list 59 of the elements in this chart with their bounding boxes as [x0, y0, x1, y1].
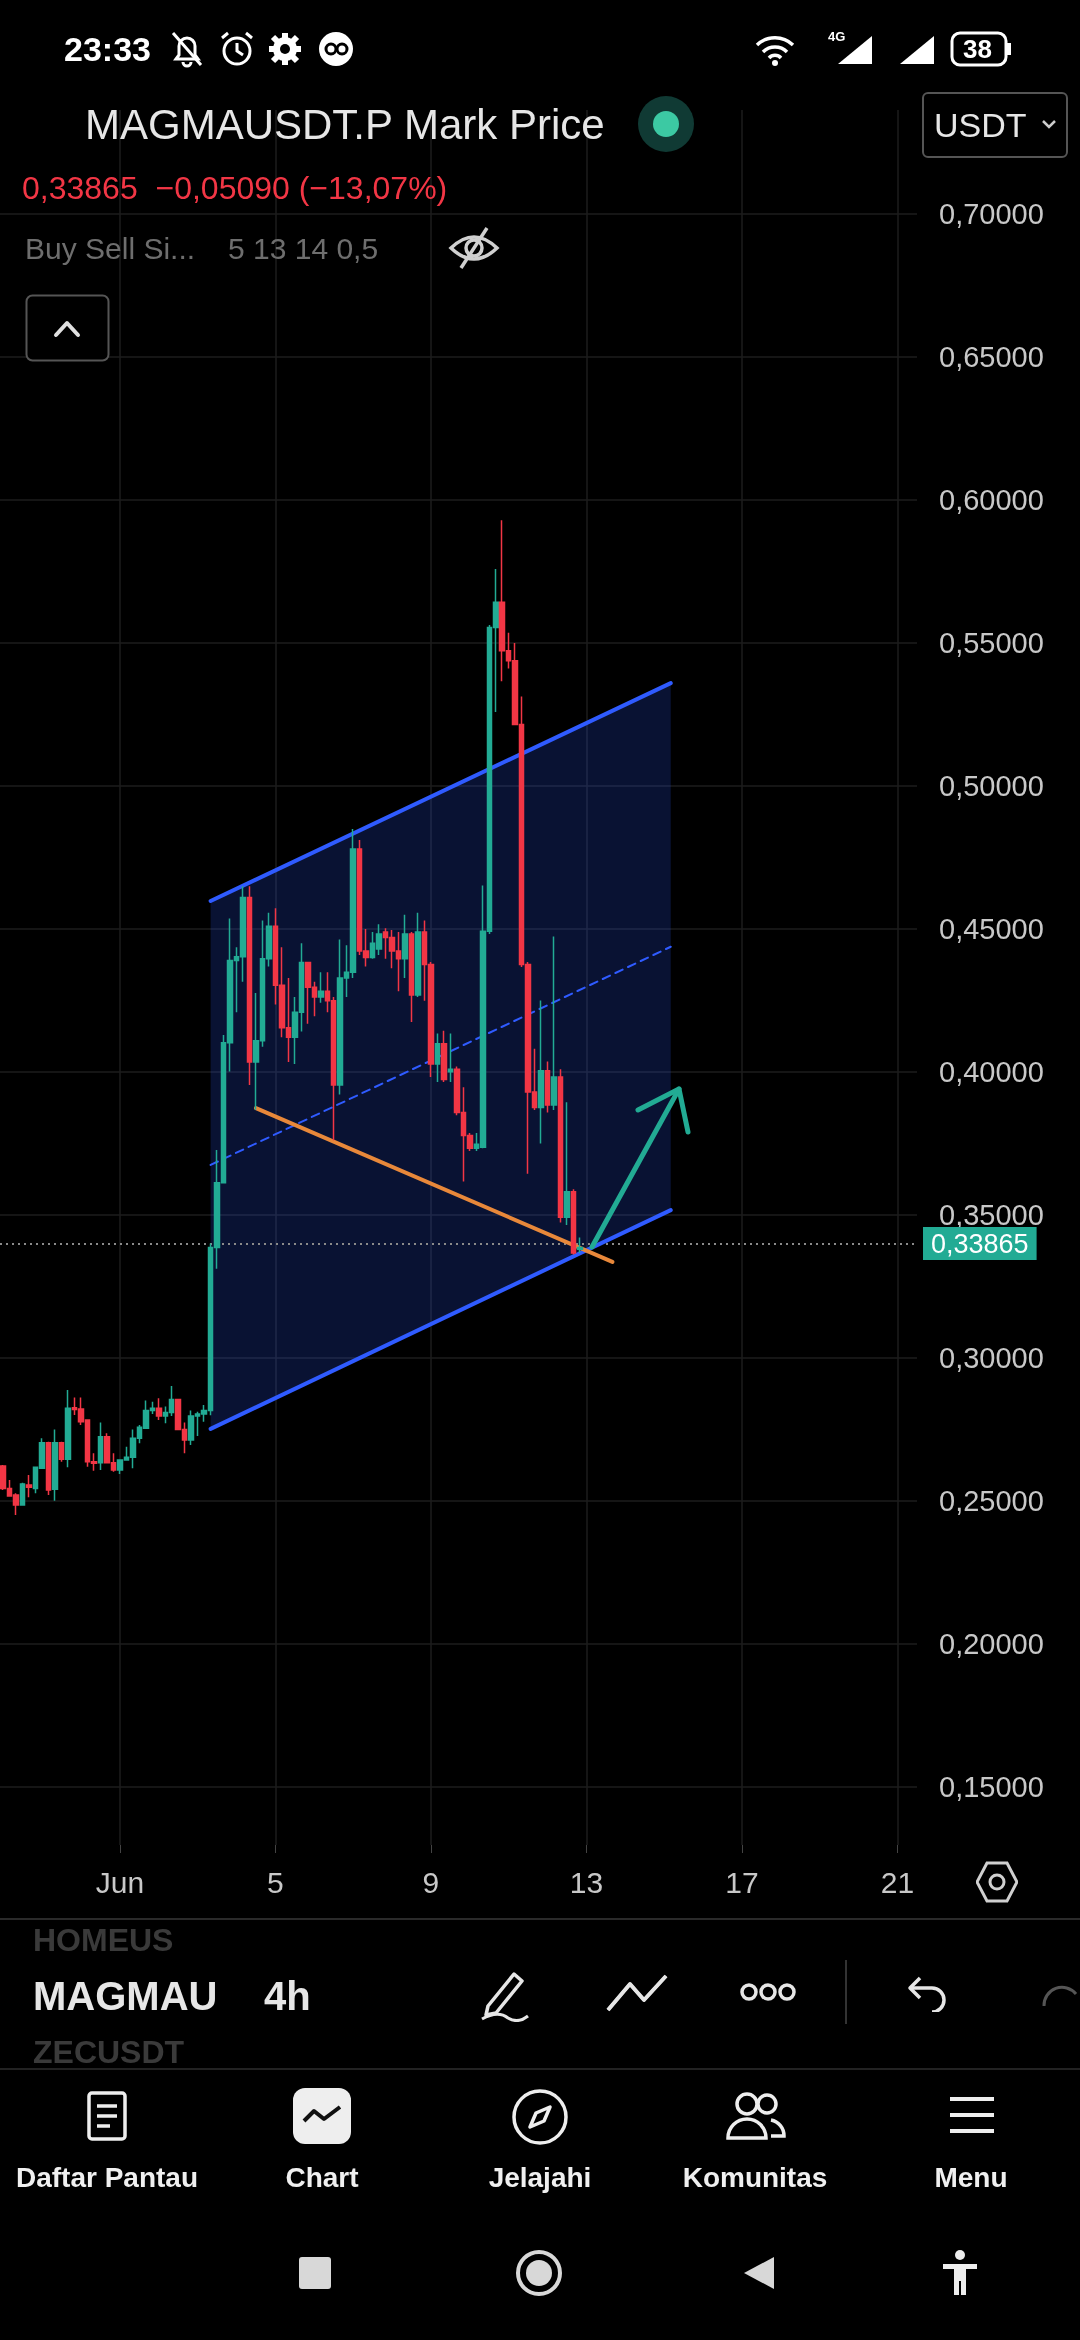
text: Komunitas [681, 2162, 829, 2193]
candlestick [563, 1101, 571, 1226]
text: 0,33865 −0,05090 (−13,07%) [22, 170, 448, 206]
candlestick [64, 1389, 72, 1468]
candlestick [317, 971, 325, 1004]
candlestick [25, 1474, 33, 1499]
text: MAGMAU [33, 1974, 218, 2018]
candlestick [246, 885, 253, 1086]
x-tick-label: 13 [569, 1865, 604, 1899]
y-tick-label: 0,65000 [939, 341, 1044, 374]
candlestick [557, 1068, 564, 1224]
x-tick-label: 21 [880, 1865, 915, 1899]
text: 23:33 [64, 30, 151, 68]
text: ZECUSDT [33, 2034, 185, 2070]
text: HOMEUS [33, 1922, 174, 1958]
y-tick-label: 0,20000 [939, 1627, 1044, 1660]
y-tick-label: 0,70000 [939, 198, 1044, 231]
candlestick [97, 1421, 104, 1471]
text: 4G [828, 29, 846, 44]
candlestick [544, 1060, 551, 1114]
y-tick-label: 0,55000 [939, 627, 1044, 660]
text: USDT [934, 106, 1027, 144]
candlestick [408, 931, 415, 1023]
candlestick [401, 913, 409, 979]
text: 38 [963, 34, 992, 64]
y-tick-label: 0,45000 [939, 913, 1044, 946]
y-tick-label: 0,30000 [939, 1341, 1044, 1374]
y-tick-label: 0,40000 [939, 1056, 1044, 1089]
y-tick-label: 0,50000 [939, 770, 1044, 803]
text: Jelajahi [487, 2162, 593, 2193]
x-tick-label: 9 [422, 1865, 440, 1899]
candlestick [45, 1441, 52, 1496]
candlestick [440, 1030, 448, 1083]
y-tick-label: 0,60000 [939, 484, 1044, 517]
candlestick [414, 911, 422, 998]
x-tick-label: 5 [267, 1865, 284, 1899]
text: Daftar Pantau [14, 2162, 199, 2193]
candlestick [19, 1481, 26, 1506]
candlestick [570, 1188, 577, 1256]
chart-title: MAGMAUSDT.P Mark Price [85, 101, 605, 148]
y-tick-label: 0,15000 [939, 1770, 1044, 1803]
candlestick [537, 999, 545, 1145]
y-tick-label: 0,25000 [939, 1484, 1044, 1517]
annotation: 5 13 14 0,5 [228, 232, 379, 265]
annotation: Buy Sell Si... [25, 232, 196, 265]
candlestick [155, 1397, 163, 1421]
x-tick-label: Jun [95, 1865, 145, 1899]
ref-line-label: 0,33865 [931, 1228, 1029, 1259]
text: Chart [284, 2162, 360, 2193]
text: Menu [933, 2162, 1009, 2193]
candlestick [58, 1441, 65, 1463]
candlestick [434, 1032, 441, 1083]
candlestick [576, 1236, 584, 1254]
x-tick-label: 17 [725, 1865, 759, 1899]
candlestick [550, 935, 558, 1111]
candlestick [51, 1428, 59, 1502]
candlestick [447, 1032, 454, 1083]
y-tick-label: 0,35000 [939, 1199, 1044, 1231]
text: 4h [264, 1974, 311, 2018]
